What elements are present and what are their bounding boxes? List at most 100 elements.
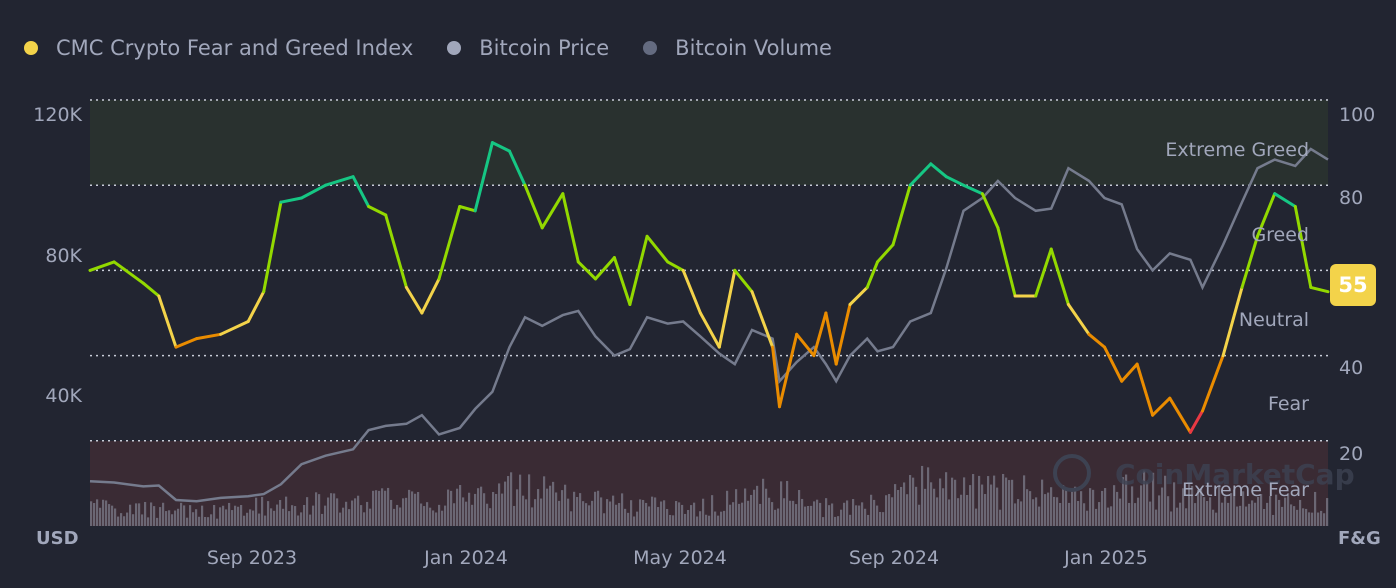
volume-bar: [975, 508, 978, 526]
fear-greed-segment: [1151, 396, 1172, 417]
volume-bar: [117, 516, 120, 526]
legend-label-bitcoin-price: Bitcoin Price: [479, 36, 610, 60]
fear-greed-segment: [1293, 205, 1313, 289]
volume-bar: [813, 501, 816, 526]
volume-bar: [102, 499, 105, 526]
volume-bar: [1221, 502, 1224, 526]
volume-bar: [996, 487, 999, 526]
volume-bar: [540, 498, 543, 526]
volume-bar: [507, 476, 510, 526]
current-value-badge[interactable]: [1330, 264, 1376, 306]
volume-bar: [1278, 499, 1281, 526]
current-value-label: 55: [1338, 273, 1367, 297]
volume-bar: [834, 516, 837, 526]
legend-item-bitcoin-price[interactable]: Bitcoin Price: [447, 36, 609, 60]
volume-bar: [231, 510, 234, 526]
volume-bar: [936, 497, 939, 526]
volume-bar: [126, 512, 129, 526]
volume-bar: [1116, 491, 1119, 526]
volume-bar: [93, 503, 96, 526]
legend-item-fear-greed[interactable]: CMC Crypto Fear and Greed Index: [24, 36, 413, 60]
volume-bar: [1284, 497, 1287, 526]
fear-greed-segment: [300, 183, 328, 200]
legend-item-bitcoin-volume[interactable]: Bitcoin Volume: [643, 36, 832, 60]
volume-bar: [876, 505, 879, 526]
volume-bar: [1248, 503, 1251, 526]
volume-bar: [186, 517, 189, 526]
fear-greed-segment: [848, 285, 869, 306]
volume-bar: [753, 489, 756, 526]
volume-bar: [957, 498, 960, 526]
volume-bar: [846, 500, 849, 526]
volume-bar: [303, 504, 306, 526]
volume-bar: [1173, 482, 1176, 526]
volume-bar: [1020, 501, 1023, 526]
volume-bar: [324, 505, 327, 526]
volume-bar: [1194, 503, 1197, 526]
zone-label-extreme-greed: Extreme Greed: [1165, 139, 1309, 161]
volume-bar: [297, 515, 300, 526]
fear-greed-segment: [1188, 409, 1204, 434]
volume-bar: [600, 497, 603, 526]
volume-bar: [240, 505, 243, 526]
volume-bar: [912, 477, 915, 526]
volume-bar: [720, 511, 723, 526]
volume-bar: [1269, 496, 1272, 526]
volume-bar: [132, 514, 135, 526]
volume-bar: [729, 504, 732, 526]
volume-bar: [249, 509, 252, 526]
fear-greed-segment: [1135, 362, 1155, 417]
volume-bar: [699, 511, 702, 526]
volume-bar: [399, 507, 402, 526]
volume-bar: [1119, 498, 1122, 526]
volume-bar: [159, 507, 162, 526]
volume-bar: [693, 502, 696, 526]
volume-bar: [732, 502, 735, 526]
volume-bar: [120, 513, 123, 526]
volume-bar: [402, 498, 405, 526]
volume-bar: [492, 491, 495, 526]
volume-bar: [441, 510, 444, 526]
volume-bar: [1212, 509, 1215, 526]
fear-greed-segment: [246, 290, 266, 323]
volume-bar: [192, 512, 195, 526]
volume-bar: [369, 508, 372, 526]
volume-bar: [774, 509, 777, 526]
volume-bar: [258, 513, 261, 526]
fear-greed-segment: [219, 320, 250, 336]
volume-bar: [810, 505, 813, 526]
volume-bar: [573, 491, 576, 526]
volume-bar: [519, 474, 522, 526]
volume-bar: [417, 492, 420, 526]
volume-bar: [1305, 508, 1308, 526]
volume-bar: [300, 512, 303, 526]
volume-bar: [1179, 502, 1182, 526]
zone-extreme-greed-band: [90, 100, 1328, 185]
volume-bar: [462, 497, 465, 526]
volume-bar: [294, 506, 297, 526]
volume-bar: [618, 503, 621, 526]
volume-bar: [525, 499, 528, 526]
volume-bar: [363, 512, 366, 526]
volume-bar: [597, 490, 600, 526]
x-tick-sep-2023: Sep 2023: [207, 547, 297, 569]
volume-bar: [1140, 485, 1143, 526]
volume-bar: [1251, 500, 1254, 526]
volume-bar: [1059, 503, 1062, 526]
volume-bar: [1230, 493, 1233, 526]
volume-bar: [204, 516, 207, 526]
x-tick-jan-2024: Jan 2024: [423, 547, 508, 569]
volume-bar: [210, 514, 213, 526]
volume-bar: [213, 505, 216, 526]
volume-bar: [372, 490, 375, 526]
volume-bar: [1011, 479, 1014, 526]
volume-bar: [1311, 512, 1314, 526]
volume-bar: [1092, 489, 1095, 526]
volume-bar: [978, 475, 981, 526]
volume-bar: [483, 493, 486, 526]
left-tick-80k: 80K: [45, 245, 82, 267]
fear-greed-segment: [174, 337, 199, 349]
volume-bar: [933, 488, 936, 526]
volume-bar: [471, 504, 474, 526]
volume-bar: [474, 493, 477, 526]
